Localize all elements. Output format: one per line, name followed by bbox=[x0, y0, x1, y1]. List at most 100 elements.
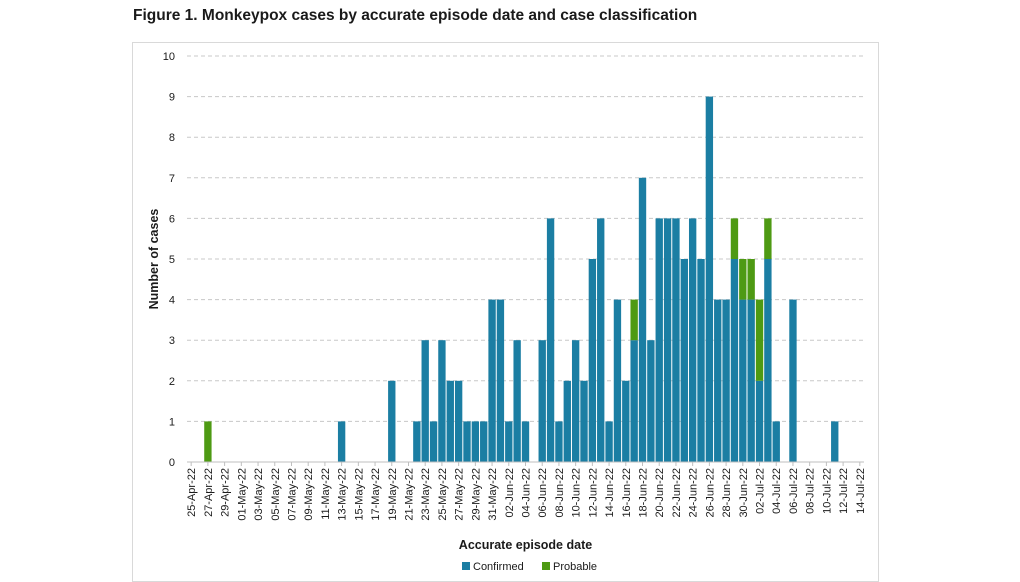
legend-swatch-probable bbox=[542, 562, 550, 570]
bar-confirmed bbox=[697, 259, 705, 462]
bar-probable bbox=[204, 421, 212, 462]
x-tick-label: 10-Jun-22 bbox=[571, 468, 583, 518]
bar-probable bbox=[755, 299, 764, 381]
bar-confirmed bbox=[772, 421, 780, 462]
x-tick-label: 05-May-22 bbox=[270, 468, 282, 521]
y-tick-label: 1 bbox=[169, 416, 175, 428]
bar-confirmed bbox=[638, 177, 647, 463]
bar-confirmed bbox=[438, 340, 446, 462]
bar-confirmed bbox=[630, 340, 638, 462]
x-tick-label: 11-May-22 bbox=[320, 468, 332, 520]
bar-confirmed bbox=[555, 421, 563, 462]
bar-confirmed bbox=[747, 299, 755, 462]
x-tick-label: 12-Jul-22 bbox=[838, 468, 850, 514]
bar-confirmed bbox=[337, 421, 346, 462]
x-tick-label: 07-May-22 bbox=[286, 468, 298, 521]
bar-confirmed bbox=[546, 218, 555, 462]
bar-confirmed bbox=[597, 218, 605, 462]
x-tick-label: 16-Jun-22 bbox=[621, 468, 633, 518]
bar-confirmed bbox=[613, 299, 622, 462]
bar-confirmed bbox=[647, 340, 655, 462]
legend-label-probable: Probable bbox=[553, 561, 597, 573]
y-tick-label: 7 bbox=[169, 173, 175, 185]
bar-confirmed bbox=[388, 380, 396, 462]
bar-confirmed bbox=[705, 96, 714, 462]
x-tick-label: 29-Apr-22 bbox=[220, 468, 232, 517]
bar-confirmed bbox=[571, 340, 580, 462]
bar-confirmed bbox=[655, 218, 663, 462]
x-tick-label: 14-Jun-22 bbox=[604, 468, 616, 518]
x-axis-title: Accurate episode date bbox=[459, 538, 592, 552]
y-tick-label: 4 bbox=[169, 295, 175, 307]
y-tick-label: 2 bbox=[169, 376, 175, 388]
bar-confirmed bbox=[714, 299, 722, 462]
x-tick-label: 04-Jun-22 bbox=[521, 468, 533, 518]
bar-confirmed bbox=[538, 340, 546, 462]
bar-confirmed bbox=[446, 380, 454, 462]
x-tick-label: 30-Jun-22 bbox=[738, 468, 750, 518]
bar-confirmed bbox=[463, 421, 471, 462]
y-tick-label: 3 bbox=[169, 335, 175, 347]
bar-confirmed bbox=[688, 218, 697, 462]
x-tick-label: 03-May-22 bbox=[253, 468, 265, 521]
bar-confirmed bbox=[672, 218, 680, 462]
x-tick-label: 29-May-22 bbox=[470, 468, 482, 521]
bar-confirmed bbox=[421, 340, 429, 462]
y-tick-label: 6 bbox=[169, 213, 175, 225]
x-tick-label: 27-Apr-22 bbox=[203, 468, 215, 517]
bar-confirmed bbox=[730, 259, 739, 462]
bar-confirmed bbox=[496, 299, 505, 462]
bar-confirmed bbox=[764, 259, 772, 462]
x-tick-label: 15-May-22 bbox=[353, 468, 365, 521]
x-tick-label: 27-May-22 bbox=[454, 468, 466, 521]
bar-confirmed bbox=[413, 421, 421, 462]
bar-confirmed bbox=[722, 299, 730, 462]
legend-label-confirmed: Confirmed bbox=[473, 561, 524, 573]
bar-confirmed bbox=[680, 259, 688, 462]
bar-confirmed bbox=[580, 380, 588, 462]
bar-confirmed bbox=[563, 380, 571, 462]
bar-confirmed bbox=[588, 259, 597, 462]
x-tick-label: 10-Jul-22 bbox=[821, 468, 833, 514]
figure-title: Figure 1. Monkeypox cases by accurate ep… bbox=[133, 7, 698, 24]
x-tick-label: 02-Jul-22 bbox=[755, 468, 767, 514]
bar-confirmed bbox=[789, 299, 797, 462]
x-tick-label: 21-May-22 bbox=[403, 468, 415, 521]
x-tick-label: 06-Jul-22 bbox=[788, 468, 800, 514]
x-tick-label: 26-Jun-22 bbox=[704, 468, 716, 518]
bar-probable bbox=[764, 218, 772, 259]
x-tick-label: 31-May-22 bbox=[487, 468, 499, 521]
bar-confirmed bbox=[454, 380, 463, 462]
x-tick-label: 01-May-22 bbox=[236, 468, 248, 521]
x-tick-label: 18-Jun-22 bbox=[638, 468, 650, 518]
bar-confirmed bbox=[663, 218, 672, 462]
x-tick-label: 12-Jun-22 bbox=[587, 468, 599, 518]
x-tick-label: 08-Jul-22 bbox=[805, 468, 817, 514]
x-tick-label: 08-Jun-22 bbox=[554, 468, 566, 518]
x-tick-label: 23-May-22 bbox=[420, 468, 432, 521]
legend: Confirmed Probable bbox=[462, 561, 597, 573]
bar-confirmed bbox=[622, 380, 630, 462]
x-tick-label: 28-Jun-22 bbox=[721, 468, 733, 518]
bar-confirmed bbox=[513, 340, 521, 462]
x-tick-label: 25-Apr-22 bbox=[186, 468, 198, 517]
bar-probable bbox=[730, 218, 739, 259]
x-tick-label: 13-May-22 bbox=[337, 468, 349, 521]
bar-probable bbox=[739, 259, 747, 300]
bar-confirmed bbox=[505, 421, 513, 462]
bar-confirmed bbox=[755, 380, 764, 462]
bar-confirmed bbox=[831, 421, 839, 462]
bar-confirmed bbox=[605, 421, 613, 462]
x-tick-label: 20-Jun-22 bbox=[654, 468, 666, 518]
x-tick-label: 24-Jun-22 bbox=[688, 468, 700, 518]
y-tick-label: 9 bbox=[169, 92, 175, 104]
bar-probable bbox=[630, 299, 638, 341]
bar-confirmed bbox=[488, 299, 496, 462]
bar-probable bbox=[747, 259, 755, 300]
x-tick-label: 22-Jun-22 bbox=[671, 468, 683, 518]
bar-confirmed bbox=[471, 421, 480, 462]
x-tick-label: 19-May-22 bbox=[387, 468, 399, 521]
x-tick-label: 09-May-22 bbox=[303, 468, 315, 521]
y-tick-label: 10 bbox=[163, 51, 175, 63]
